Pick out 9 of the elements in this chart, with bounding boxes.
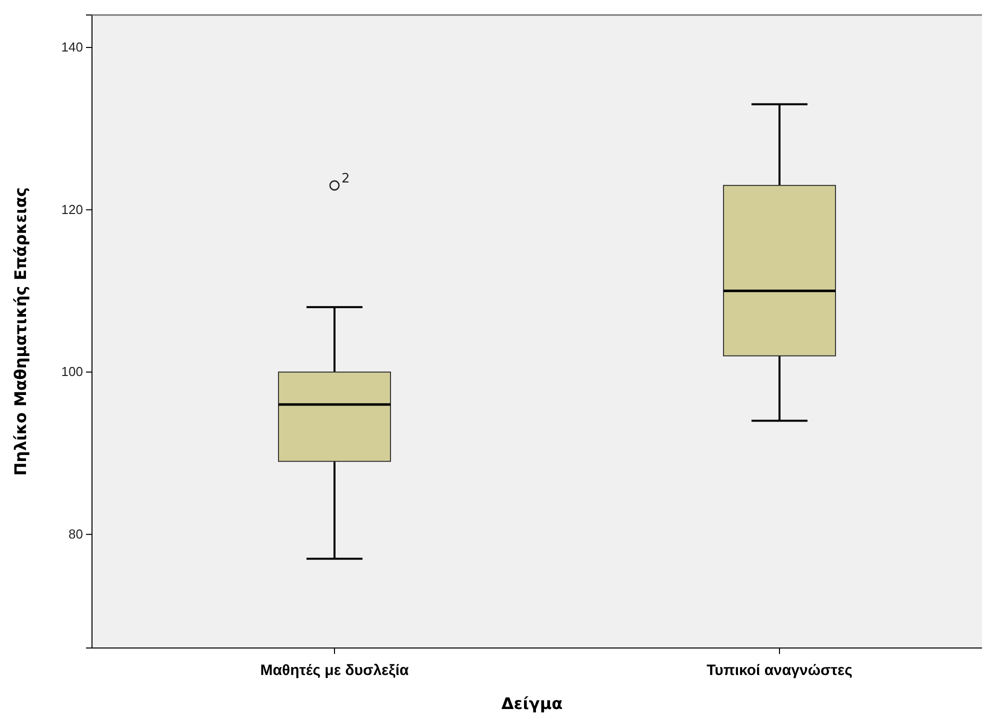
y-tick-label: 120	[61, 202, 83, 217]
y-tick-label: 100	[61, 364, 83, 380]
y-tick-label: 140	[61, 40, 83, 55]
x-tick-label: Τυπικοί αναγνώστες	[706, 662, 853, 679]
annotation: 2	[342, 171, 350, 186]
y-axis-title: Πηλίκο Μαθηματικής Επάρκειας	[11, 187, 30, 476]
x-tick-label: Μαθητές με δυσλεξία	[260, 662, 410, 679]
y-tick-label: 80	[68, 526, 83, 542]
x-axis-title: Δείγμα	[501, 694, 563, 713]
